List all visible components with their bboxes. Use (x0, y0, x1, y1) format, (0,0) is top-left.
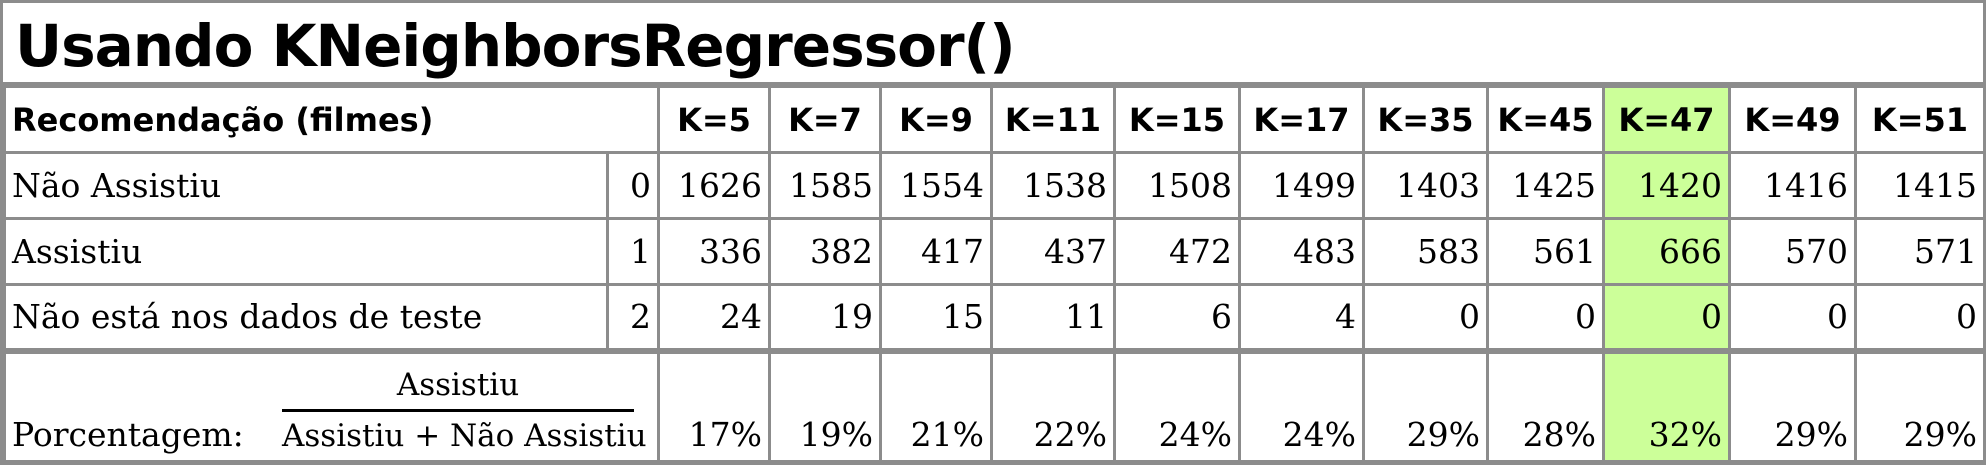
k-header-highlighted: K=47 (1602, 85, 1731, 154)
percentage-cell: 29% (1854, 347, 1986, 463)
fraction-denominator: Assistiu + Não Assistiu (282, 417, 647, 454)
table-cell-highlighted: 0 (1602, 283, 1731, 352)
k-header: K=11 (990, 85, 1116, 154)
table-cell: 0 (1486, 283, 1605, 352)
percentage-cell: 28% (1486, 347, 1605, 463)
table-cell: 336 (657, 217, 771, 286)
header-row: Recomendação (filmes) K=5 K=7 K=9 K=11 K… (3, 85, 1986, 154)
table-cell: 1416 (1728, 151, 1857, 220)
percentage-cell-highlighted: 32% (1602, 347, 1731, 463)
table-cell: 15 (879, 283, 993, 352)
table-cell-highlighted: 666 (1602, 217, 1731, 286)
percentage-cell: 29% (1362, 347, 1489, 463)
table-cell: 1626 (657, 151, 771, 220)
table-cell: 571 (1854, 217, 1986, 286)
row-index: 1 (606, 217, 660, 286)
row-index: 0 (606, 151, 660, 220)
table-cell: 1585 (768, 151, 882, 220)
table-cell: 1538 (990, 151, 1116, 220)
index-header-cell (606, 85, 660, 154)
table-cell: 1403 (1362, 151, 1489, 220)
percentage-cell: 17% (657, 347, 771, 463)
row-header-label: Recomendação (filmes) (3, 85, 608, 154)
percentage-row: Porcentagem: Assistiu Assistiu + Não Ass… (3, 347, 1986, 463)
table-cell: 472 (1113, 217, 1241, 286)
table-cell: 19 (768, 283, 882, 352)
k-header: K=7 (768, 85, 882, 154)
k-header: K=15 (1113, 85, 1241, 154)
percentage-cell: 22% (990, 347, 1116, 463)
k-header: K=35 (1362, 85, 1489, 154)
table-cell: 0 (1362, 283, 1489, 352)
k-header: K=9 (879, 85, 993, 154)
table-cell: 1425 (1486, 151, 1605, 220)
table-cell: 437 (990, 217, 1116, 286)
table-cell: 0 (1854, 283, 1986, 352)
k-header: K=45 (1486, 85, 1605, 154)
k-header: K=17 (1238, 85, 1365, 154)
percentage-cell: 21% (879, 347, 993, 463)
table-cell-highlighted: 1420 (1602, 151, 1731, 220)
percentage-fraction: Assistiu Assistiu + Não Assistiu (282, 367, 647, 454)
table-cell: 570 (1728, 217, 1857, 286)
row-label: Assistiu (3, 217, 609, 286)
k-header: K=51 (1854, 85, 1986, 154)
table-cell: 417 (879, 217, 993, 286)
percentage-cell: 29% (1728, 347, 1857, 463)
table-cell: 483 (1238, 217, 1365, 286)
table-cell: 24 (657, 283, 771, 352)
percentage-formula-cell: Porcentagem: Assistiu Assistiu + Não Ass… (3, 347, 660, 463)
table-cell: 1499 (1238, 151, 1365, 220)
table-row: Assistiu 1 336 382 417 437 472 483 583 5… (3, 217, 1986, 286)
table-cell: 382 (768, 217, 882, 286)
table-row: Não está nos dados de teste 2 24 19 15 1… (3, 283, 1986, 352)
results-grid: Recomendação (filmes) K=5 K=7 K=9 K=11 K… (3, 85, 1986, 463)
k-header: K=49 (1728, 85, 1857, 154)
percentage-label: Porcentagem: (12, 414, 244, 454)
table-cell: 583 (1362, 217, 1489, 286)
percentage-cell: 24% (1238, 347, 1365, 463)
row-index: 2 (606, 283, 660, 352)
table-cell: 0 (1728, 283, 1857, 352)
table-cell: 1415 (1854, 151, 1986, 220)
row-label: Não Assistiu (3, 151, 609, 220)
table-cell: 11 (990, 283, 1116, 352)
fraction-numerator: Assistiu (282, 367, 634, 412)
table-cell: 6 (1113, 283, 1241, 352)
k-header: K=5 (657, 85, 771, 154)
table-cell: 561 (1486, 217, 1605, 286)
table-row: Não Assistiu 0 1626 1585 1554 1538 1508 … (3, 151, 1986, 220)
row-label: Não está nos dados de teste (3, 283, 609, 352)
percentage-cell: 24% (1113, 347, 1241, 463)
sheet-title: Usando KNeighborsRegressor() (3, 3, 1983, 85)
table-cell: 4 (1238, 283, 1365, 352)
percentage-cell: 19% (768, 347, 882, 463)
table-cell: 1554 (879, 151, 993, 220)
table-cell: 1508 (1113, 151, 1241, 220)
